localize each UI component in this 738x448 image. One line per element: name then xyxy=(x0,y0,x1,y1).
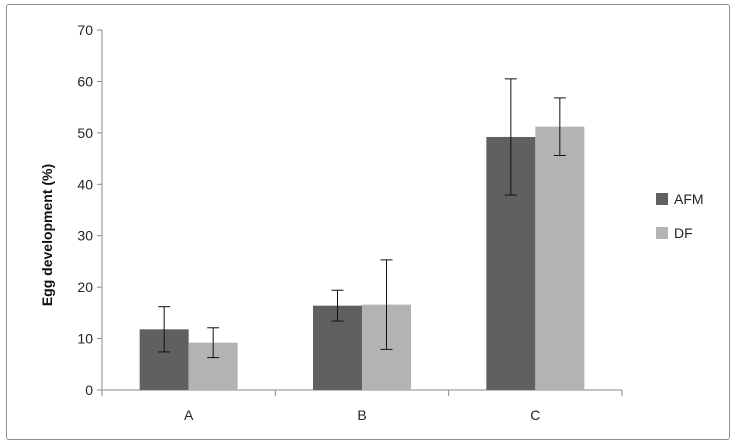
error-bar-df-b xyxy=(380,259,393,350)
error-bars xyxy=(158,78,566,359)
y-tick-label: 50 xyxy=(77,125,93,141)
y-axis-label: Egg development (%) xyxy=(39,164,55,306)
bar-df-c xyxy=(535,126,585,390)
legend: AFM DF xyxy=(656,191,704,241)
y-tick-label: 60 xyxy=(77,73,93,89)
x-tick-label: C xyxy=(530,407,540,423)
error-bar-afm-c xyxy=(504,78,517,196)
y-tick-label: 40 xyxy=(77,176,93,192)
y-tick-label: 30 xyxy=(77,228,93,244)
y-tick-label: 70 xyxy=(77,22,93,38)
legend-swatch-afm xyxy=(656,193,668,205)
x-ticks: A B C xyxy=(101,390,623,423)
error-bar-df-a xyxy=(207,327,220,359)
legend-label-afm: AFM xyxy=(674,191,704,207)
legend-label-df: DF xyxy=(674,225,693,241)
y-tick-label: 20 xyxy=(77,279,93,295)
error-bar-afm-a xyxy=(158,306,171,353)
error-bar-afm-b xyxy=(331,289,344,322)
legend-swatch-df xyxy=(656,227,668,239)
y-tick-label: 10 xyxy=(77,331,93,347)
y-tick-label: 0 xyxy=(85,382,93,398)
bars xyxy=(139,126,585,390)
x-tick-label: A xyxy=(184,407,194,423)
x-tick-label: B xyxy=(357,407,366,423)
error-bar-df-c xyxy=(553,97,566,156)
y-ticks: 0 10 20 30 40 50 60 70 xyxy=(77,22,102,398)
